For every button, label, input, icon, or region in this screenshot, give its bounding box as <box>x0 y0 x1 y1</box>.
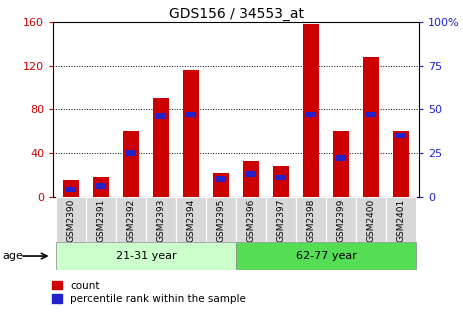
Bar <box>63 180 80 197</box>
Bar <box>56 242 236 270</box>
Bar <box>206 197 236 242</box>
Text: 62-77 year: 62-77 year <box>296 251 357 261</box>
Bar <box>393 131 409 197</box>
Bar <box>66 187 76 192</box>
Bar <box>356 197 386 242</box>
Text: GSM2393: GSM2393 <box>156 199 166 242</box>
Text: GSM2394: GSM2394 <box>187 199 196 242</box>
Title: GDS156 / 34553_at: GDS156 / 34553_at <box>169 7 304 21</box>
Bar <box>156 114 166 119</box>
Bar <box>396 133 406 138</box>
Bar <box>93 177 109 197</box>
Text: GSM2392: GSM2392 <box>127 199 136 242</box>
Text: GSM2400: GSM2400 <box>367 199 375 242</box>
Bar <box>266 197 296 242</box>
Bar <box>296 197 326 242</box>
Bar <box>363 57 379 197</box>
Bar <box>146 197 176 242</box>
Text: GSM2395: GSM2395 <box>217 199 225 242</box>
Bar <box>306 112 316 117</box>
Bar <box>276 175 286 180</box>
Bar <box>176 197 206 242</box>
Text: age: age <box>2 251 23 261</box>
Bar <box>366 112 376 117</box>
Bar <box>96 183 106 189</box>
Bar <box>303 24 319 197</box>
Bar <box>213 173 229 197</box>
Text: GSM2390: GSM2390 <box>67 199 76 242</box>
Text: GSM2397: GSM2397 <box>276 199 286 242</box>
Bar <box>333 131 349 197</box>
Bar <box>243 161 259 197</box>
Bar <box>116 197 146 242</box>
Text: 21-31 year: 21-31 year <box>116 251 176 261</box>
Text: GSM2399: GSM2399 <box>337 199 345 242</box>
Bar <box>153 98 169 197</box>
Bar <box>186 112 196 117</box>
Bar <box>126 150 137 156</box>
Text: GSM2398: GSM2398 <box>307 199 316 242</box>
Bar <box>236 197 266 242</box>
Bar <box>183 70 200 197</box>
Bar <box>216 176 226 182</box>
Bar <box>246 171 257 177</box>
Bar <box>123 131 139 197</box>
Bar <box>386 197 416 242</box>
Legend: count, percentile rank within the sample: count, percentile rank within the sample <box>51 281 246 304</box>
Bar <box>336 155 346 161</box>
Bar <box>273 166 289 197</box>
Bar <box>236 242 416 270</box>
Text: GSM2401: GSM2401 <box>396 199 406 242</box>
Bar <box>56 197 86 242</box>
Text: GSM2391: GSM2391 <box>97 199 106 242</box>
Text: GSM2396: GSM2396 <box>247 199 256 242</box>
Bar <box>86 197 116 242</box>
Bar <box>326 197 356 242</box>
